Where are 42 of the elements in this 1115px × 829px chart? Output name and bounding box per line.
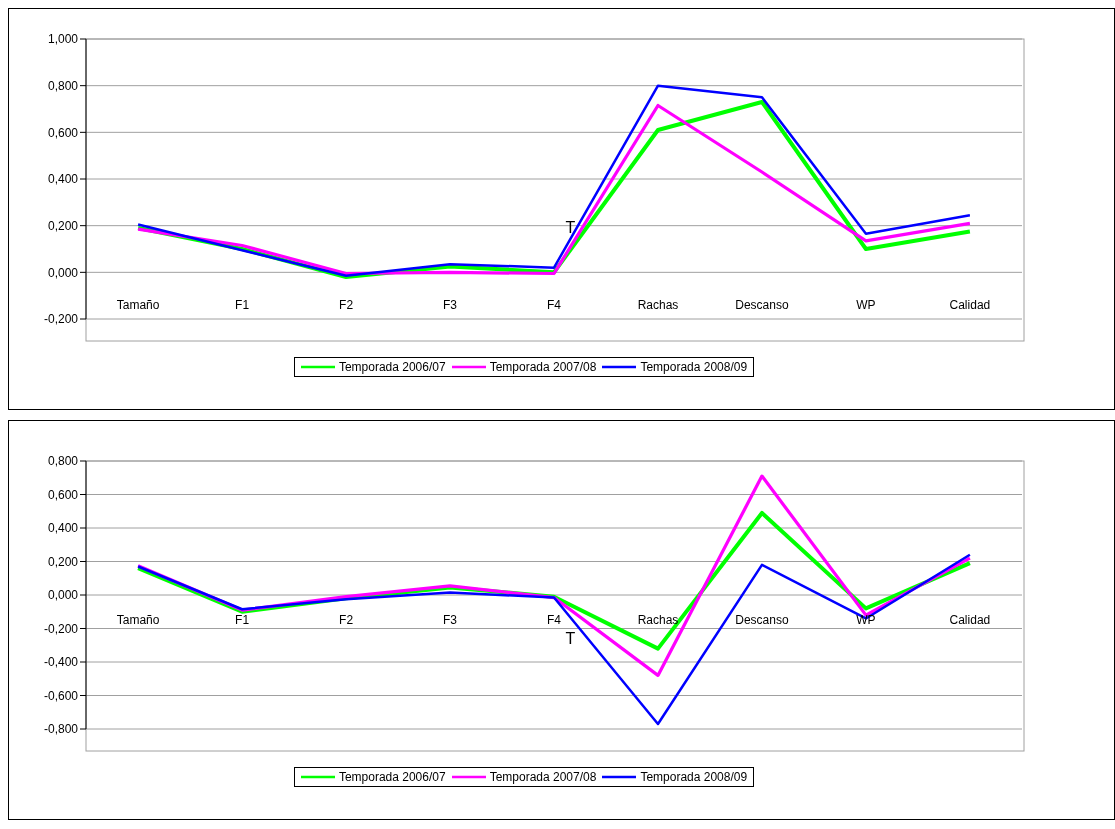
legend-label: Temporada 2008/09 (640, 770, 748, 784)
x-tick-label: F4 (546, 613, 562, 627)
legend-label: Temporada 2007/08 (489, 360, 597, 374)
y-tick-label: 0,400 (47, 521, 79, 536)
legend-label: Temporada 2006/07 (338, 770, 446, 784)
x-tick-label: F2 (339, 613, 354, 627)
y-tick-label: -0,600 (43, 688, 79, 703)
y-tick-label: 0,600 (47, 125, 79, 140)
legend-label: Temporada 2008/09 (640, 360, 748, 374)
y-tick-label: 1,000 (47, 32, 79, 47)
x-tick-label: Tamaño (116, 297, 160, 312)
y-tick-label: 0,200 (47, 218, 79, 233)
y-tick-label: 0,400 (47, 172, 79, 187)
y-tick-label: -0,200 (43, 312, 79, 327)
annotation: T (565, 630, 576, 648)
y-tick-label: -0,200 (43, 621, 79, 636)
x-tick-label: F1 (235, 297, 250, 312)
x-tick-label: F4 (546, 297, 562, 312)
x-tick-label: F3 (443, 613, 458, 627)
x-tick-label: Descanso (735, 297, 789, 312)
annotation: T (565, 218, 576, 237)
x-tick-label: Calidad (949, 613, 991, 627)
y-tick-label: 0,000 (47, 588, 79, 603)
x-tick-label: Rachas (637, 613, 679, 627)
x-tick-label: WP (856, 297, 876, 312)
y-tick-label: 0,800 (47, 78, 79, 93)
x-tick-label: WP (856, 613, 876, 627)
x-tick-label: F3 (443, 297, 458, 312)
legend-label: Temporada 2006/07 (338, 360, 446, 374)
y-tick-label: 0,800 (47, 454, 79, 469)
x-tick-label: Calidad (949, 297, 991, 312)
y-tick-label: 0,600 (47, 487, 79, 502)
y-tick-label: -0,400 (43, 655, 79, 670)
legend-label: Temporada 2007/08 (489, 770, 597, 784)
x-tick-label: Descanso (735, 613, 789, 627)
x-tick-label: Tamaño (116, 613, 160, 627)
x-tick-label: F2 (339, 297, 354, 312)
y-tick-label: 0,200 (47, 554, 79, 569)
x-tick-label: F1 (235, 613, 250, 627)
x-tick-label: Rachas (637, 297, 679, 312)
y-tick-label: -0,800 (43, 722, 79, 737)
y-tick-label: 0,000 (47, 265, 79, 280)
